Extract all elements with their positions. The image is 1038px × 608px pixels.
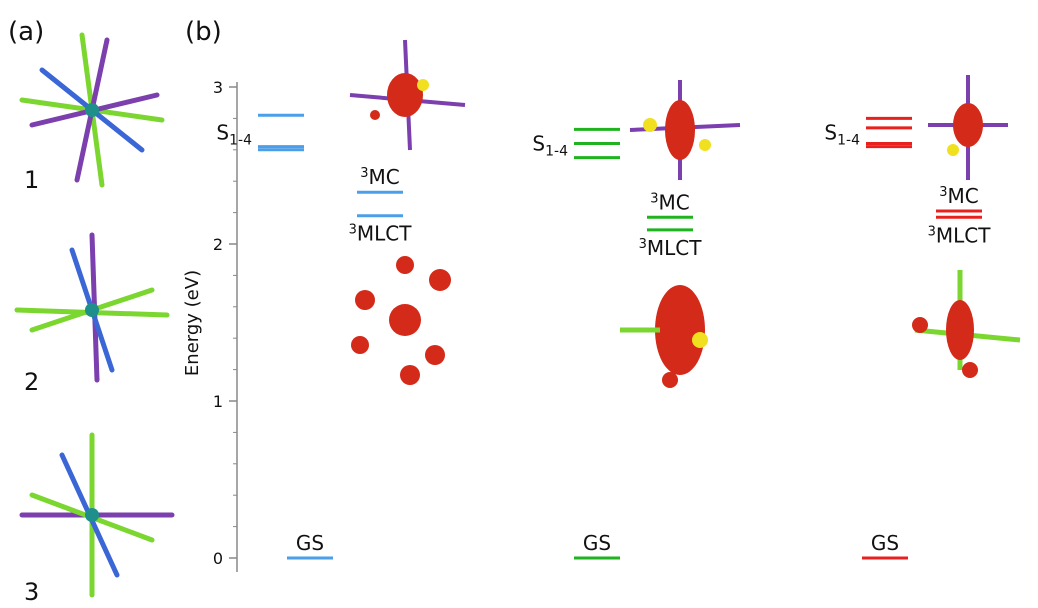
level-name: MLCT	[647, 236, 702, 260]
level-label: 3MLCT	[928, 223, 992, 247]
level-label: 3MC	[650, 190, 690, 214]
level-name: S	[532, 132, 545, 156]
level-superscript: 3	[349, 223, 357, 238]
level-superscript: 3	[360, 166, 368, 181]
level-superscript: 3	[639, 237, 647, 252]
panel-label: (b)	[185, 17, 222, 47]
level-label: S1-4	[824, 121, 860, 149]
level-label: S1-4	[216, 121, 252, 149]
y-axis-title: Energy (eV)	[182, 270, 203, 376]
molecule	[17, 35, 172, 595]
level-name: S	[216, 121, 229, 145]
level-superscript: 3	[928, 224, 936, 239]
level-subscript: 1-4	[545, 144, 568, 160]
level-superscript: 3	[650, 191, 658, 206]
panel-label: (a)	[8, 17, 44, 47]
y-tick-label: 2	[213, 235, 223, 254]
level-label: 3MC	[360, 165, 400, 189]
level-label: 3MC	[939, 184, 979, 208]
structure-label: 1	[24, 166, 39, 194]
level-name: S	[824, 121, 837, 145]
structure-label: 3	[24, 578, 39, 604]
level-label: GS	[296, 531, 324, 555]
level-label: 3MLCT	[349, 222, 413, 246]
y-tick-label: 3	[213, 78, 223, 97]
y-tick-label: 0	[213, 549, 223, 568]
level-label: S1-4	[532, 132, 568, 160]
level-name: MC	[659, 190, 690, 214]
level-name: MC	[948, 184, 979, 208]
level-subscript: 1-4	[837, 133, 860, 149]
figure: (a) (b) 1 2 3 Energy (eV) 0123GSS1-43MC3…	[0, 0, 1038, 604]
level-name: MLCT	[357, 222, 412, 246]
level-name: MLCT	[936, 223, 991, 247]
y-tick-label: 1	[213, 392, 223, 411]
level-label: GS	[583, 531, 611, 555]
level-subscript: 1-4	[229, 133, 252, 149]
level-label: 3MLCT	[639, 236, 703, 260]
structure-label: 2	[24, 368, 39, 396]
level-label: GS	[871, 531, 899, 555]
level-superscript: 3	[939, 185, 947, 200]
level-name: MC	[369, 165, 400, 189]
